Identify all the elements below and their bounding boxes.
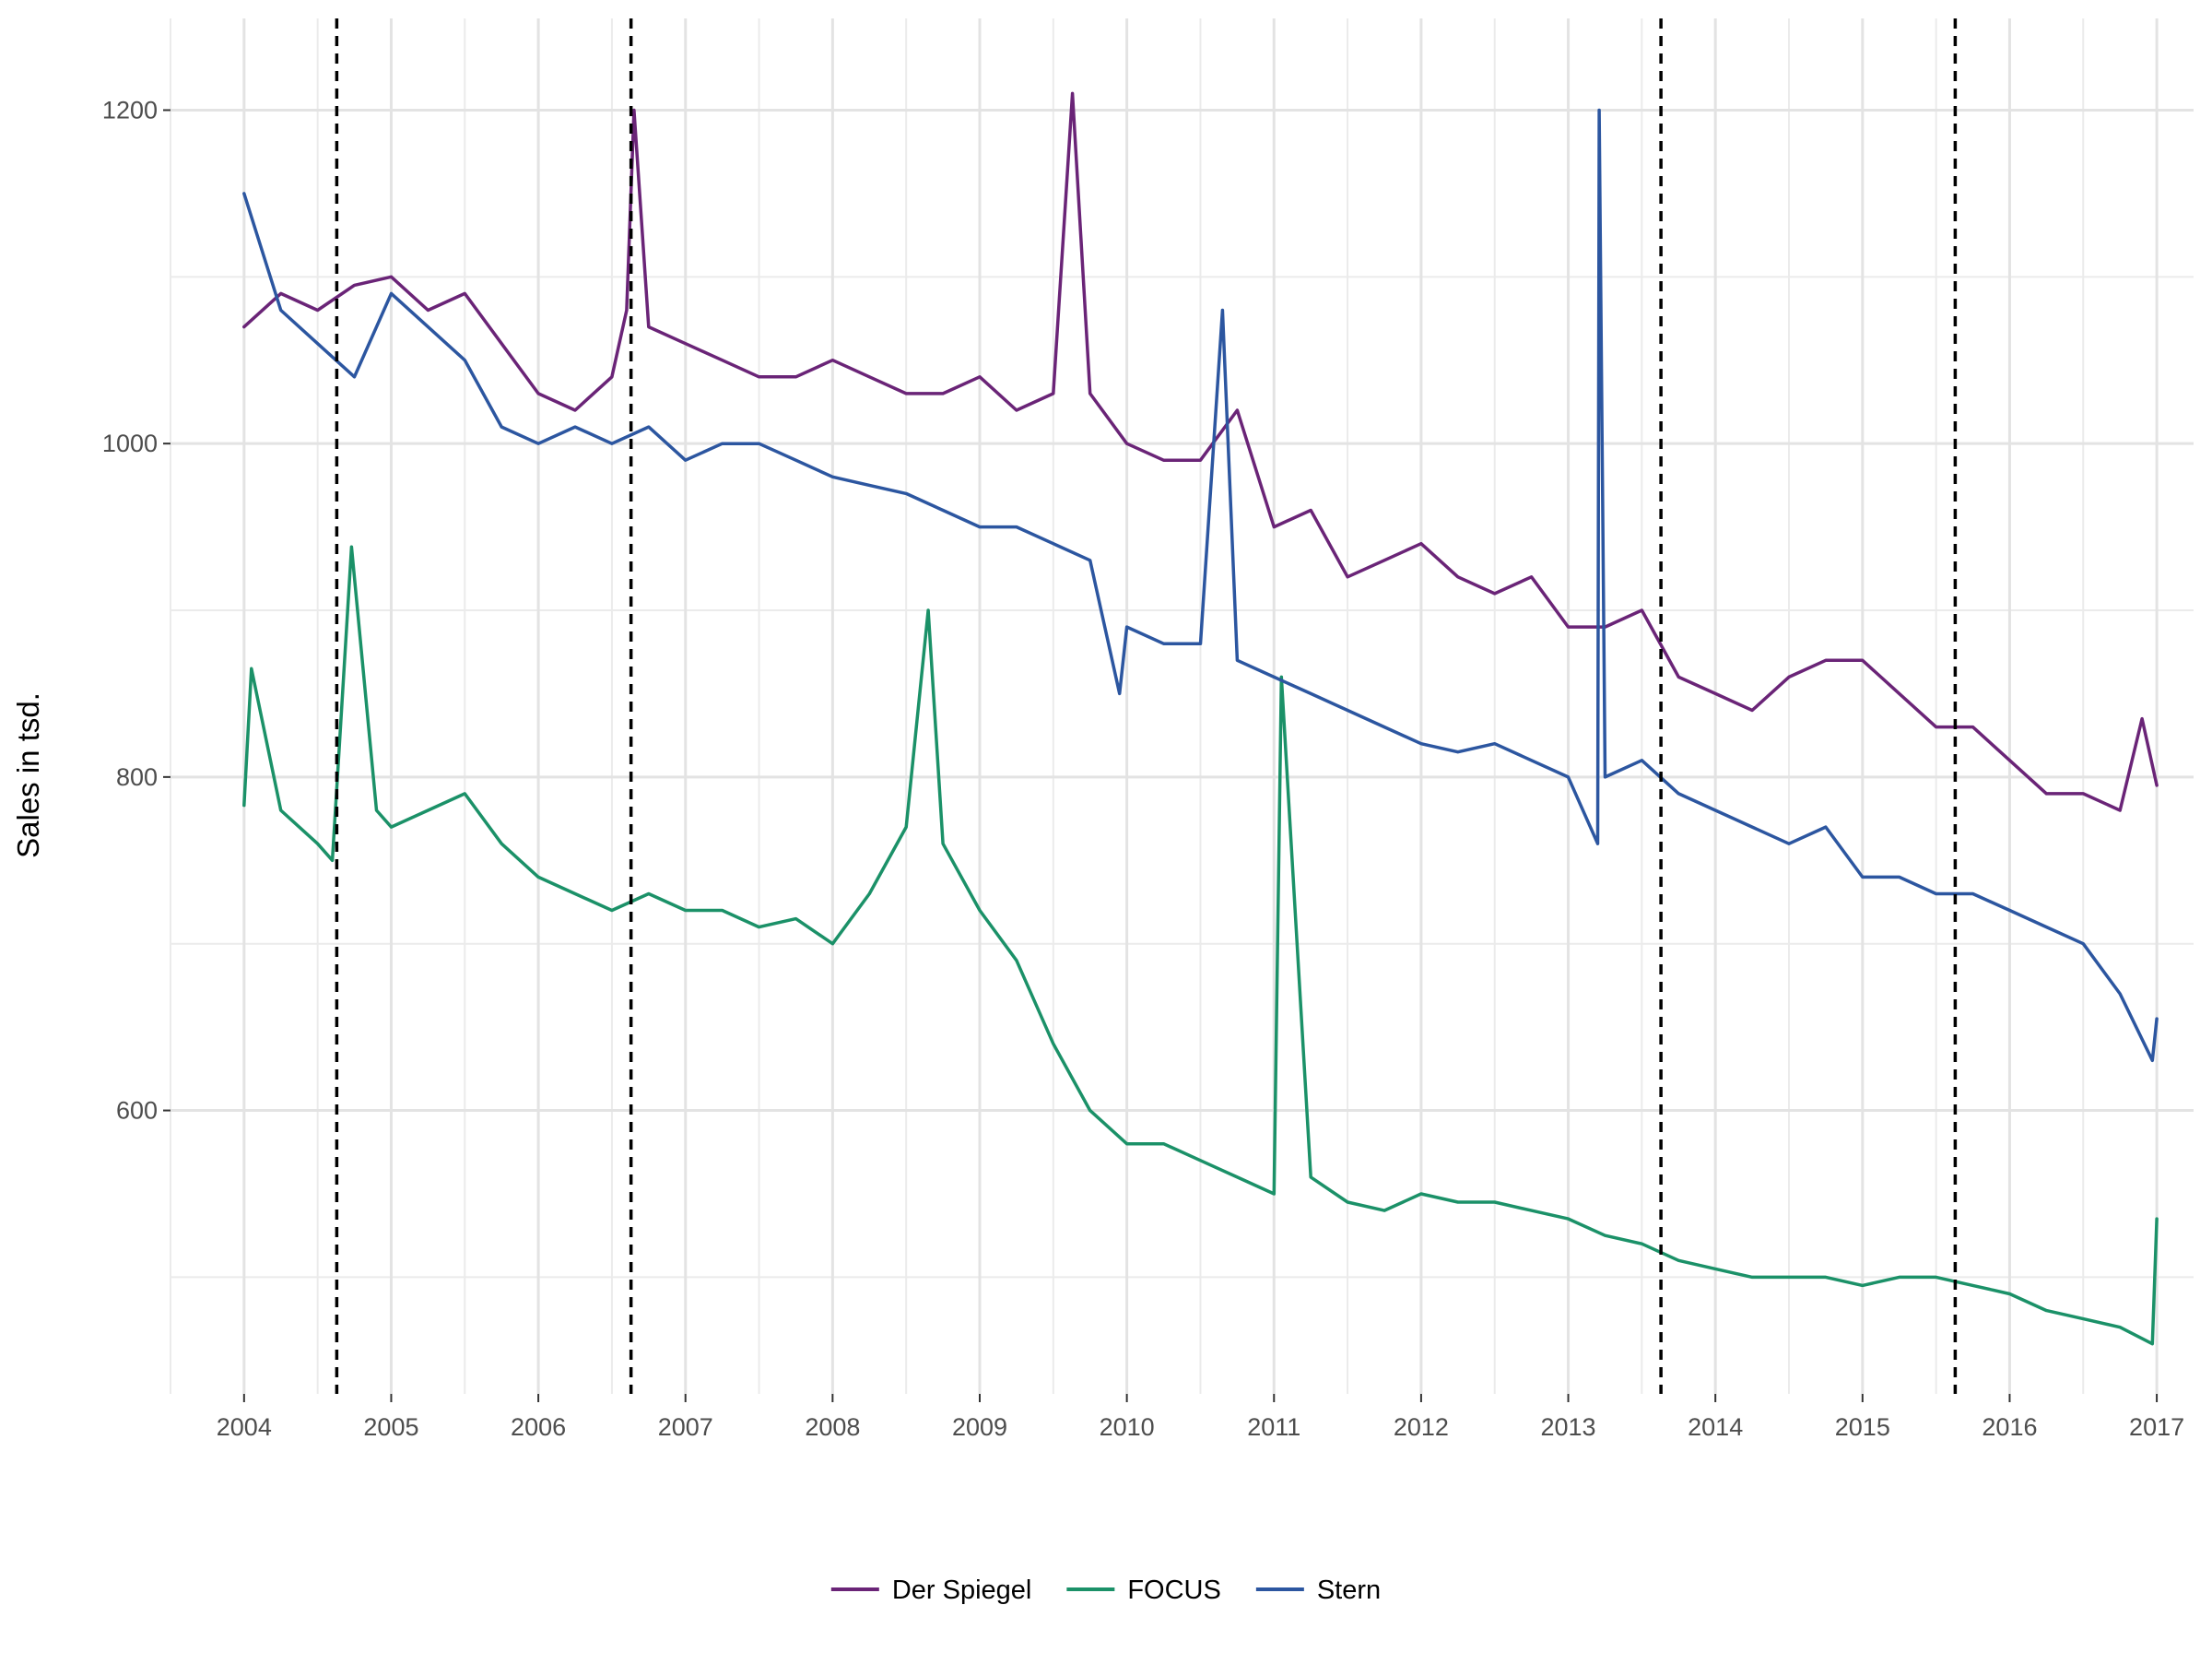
y-axis-ticks: 600 800 1000 1200 <box>102 96 171 1125</box>
x-tick-label: 2015 <box>1835 1413 1890 1441</box>
y-axis-title: Sales in tsd. <box>11 692 45 858</box>
x-tick-label: 2017 <box>2129 1413 2184 1441</box>
x-tick-label: 2005 <box>363 1413 418 1441</box>
minor-gridlines <box>170 18 2194 1394</box>
x-tick-label: 2011 <box>1247 1413 1300 1441</box>
x-tick-label: 2010 <box>1100 1413 1155 1441</box>
y-tick-label: 600 <box>116 1097 158 1125</box>
stern-line <box>242 108 2159 1063</box>
x-tick-label: 2009 <box>952 1413 1007 1441</box>
dashed-reference-lines <box>335 18 1958 1394</box>
x-tick-label: 2004 <box>217 1413 272 1441</box>
major-gridlines <box>171 18 2194 1394</box>
der-spiegel-line <box>242 91 2159 812</box>
x-axis-ticks: 2004 2005 2006 2007 2008 2009 2010 2011 2012 2013… <box>217 1394 2184 1441</box>
legend-label-stern: Stern <box>1317 1575 1381 1605</box>
focus-line <box>242 545 2159 1346</box>
legend-label-der-spiegel: Der Spiegel <box>892 1575 1032 1605</box>
legend-label-focus: FOCUS <box>1127 1575 1221 1605</box>
x-tick-label: 2008 <box>805 1413 860 1441</box>
x-tick-label: 2007 <box>658 1413 713 1441</box>
series-lines <box>242 91 2159 1346</box>
legend: Der Spiegel FOCUS Stern <box>830 1575 1381 1605</box>
y-tick-label: 1200 <box>102 96 158 124</box>
x-tick-label: 2016 <box>1982 1413 2037 1441</box>
x-tick-label: 2012 <box>1394 1413 1449 1441</box>
y-tick-label: 800 <box>116 763 158 791</box>
x-tick-label: 2014 <box>1688 1413 1743 1441</box>
y-tick-label: 1000 <box>102 430 158 457</box>
x-tick-label: 2013 <box>1541 1413 1596 1441</box>
x-tick-label: 2006 <box>511 1413 566 1441</box>
